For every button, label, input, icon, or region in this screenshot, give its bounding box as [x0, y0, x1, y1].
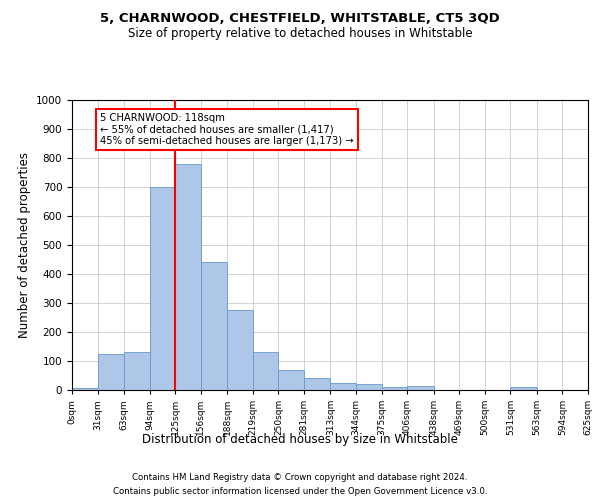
Text: 5 CHARNWOOD: 118sqm
← 55% of detached houses are smaller (1,417)
45% of semi-det: 5 CHARNWOOD: 118sqm ← 55% of detached ho… — [100, 113, 353, 146]
Bar — [227, 310, 253, 390]
Bar — [331, 383, 356, 390]
Bar — [278, 370, 304, 390]
Bar — [407, 386, 434, 390]
Bar — [382, 386, 407, 390]
Text: Contains HM Land Registry data © Crown copyright and database right 2024.: Contains HM Land Registry data © Crown c… — [132, 472, 468, 482]
Bar — [356, 384, 382, 390]
Bar — [175, 164, 201, 390]
Text: 5, CHARNWOOD, CHESTFIELD, WHITSTABLE, CT5 3QD: 5, CHARNWOOD, CHESTFIELD, WHITSTABLE, CT… — [100, 12, 500, 26]
Bar — [253, 352, 278, 390]
Bar — [304, 378, 331, 390]
Text: Size of property relative to detached houses in Whitstable: Size of property relative to detached ho… — [128, 28, 472, 40]
Bar — [124, 352, 149, 390]
Bar — [511, 388, 537, 390]
Bar — [201, 262, 227, 390]
Text: Contains public sector information licensed under the Open Government Licence v3: Contains public sector information licen… — [113, 488, 487, 496]
Y-axis label: Number of detached properties: Number of detached properties — [17, 152, 31, 338]
Bar — [72, 388, 98, 390]
Bar — [98, 354, 124, 390]
Text: Distribution of detached houses by size in Whitstable: Distribution of detached houses by size … — [142, 432, 458, 446]
Bar — [149, 187, 175, 390]
